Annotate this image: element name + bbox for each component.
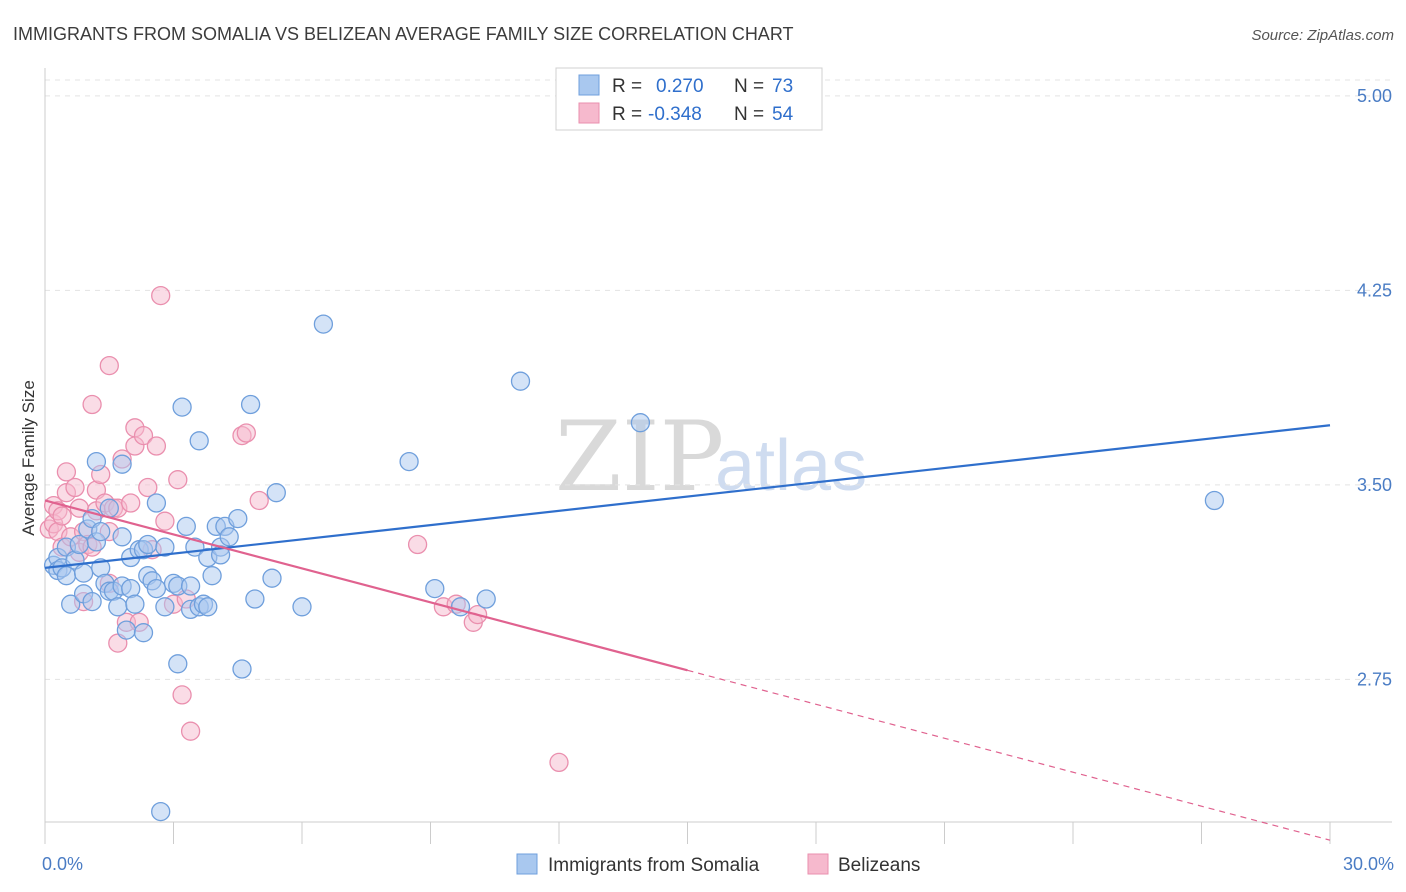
bottom-legend-swatch-somalia bbox=[516, 853, 538, 875]
somalia-point bbox=[133, 623, 154, 643]
axes bbox=[44, 68, 1392, 844]
stats-legend: R = 0.270 N = 73 R = -0.348 N = 54 bbox=[555, 67, 823, 131]
belizean-point bbox=[133, 425, 154, 446]
chart-source: Source: ZipAtlas.com bbox=[1251, 27, 1394, 44]
somalia-point bbox=[172, 397, 192, 417]
data-points bbox=[39, 285, 1225, 822]
bottom-legend-label-belizeans: Belizeans bbox=[838, 855, 920, 876]
somalia-point bbox=[313, 314, 334, 334]
somalia-point bbox=[232, 659, 252, 679]
y-axis-label: Average Family Size bbox=[19, 380, 38, 536]
legend-r-label-2: R = bbox=[612, 104, 642, 125]
bottom-legend-label-somalia: Immigrants from Somalia bbox=[548, 855, 760, 876]
trend-line-belizeans bbox=[44, 499, 688, 672]
somalia-point bbox=[108, 597, 128, 617]
somalia-point bbox=[116, 620, 137, 640]
belizean-point bbox=[155, 511, 175, 531]
somalia-point bbox=[266, 483, 286, 503]
somalia-point bbox=[176, 516, 196, 537]
somalia-point bbox=[61, 594, 81, 614]
belizean-point bbox=[138, 477, 158, 498]
somalia-point bbox=[399, 451, 419, 472]
somalia-point bbox=[125, 594, 145, 614]
grid bbox=[45, 79, 1392, 680]
somalia-point bbox=[198, 597, 218, 617]
legend-n-value-1: 73 bbox=[772, 76, 793, 97]
somalia-point bbox=[262, 568, 282, 588]
somalia-point bbox=[245, 589, 265, 609]
y-tick-label: 5.00 bbox=[1357, 86, 1392, 106]
somalia-point bbox=[630, 413, 651, 433]
somalia-point bbox=[510, 371, 531, 391]
x-tick-label-min: 0.0% bbox=[42, 854, 83, 874]
somalia-point bbox=[168, 654, 188, 674]
somalia-point bbox=[112, 527, 132, 547]
somalia-point bbox=[155, 537, 175, 557]
y-tick-labels: 5.00 4.25 3.50 2.75 bbox=[1357, 86, 1392, 689]
legend-r-value-1: 0.270 bbox=[656, 76, 704, 97]
y-tick-label: 2.75 bbox=[1357, 669, 1392, 689]
trend-line-belizeans-extrapolated bbox=[687, 669, 1331, 841]
belizean-point bbox=[249, 490, 269, 511]
somalia-point bbox=[86, 451, 107, 472]
legend-swatch-belizeans bbox=[578, 102, 600, 124]
somalia-point bbox=[82, 591, 102, 612]
somalia-point bbox=[240, 394, 261, 415]
somalia-point bbox=[1204, 490, 1225, 511]
trend-line-somalia bbox=[44, 424, 1331, 569]
belizean-point bbox=[151, 285, 171, 306]
belizean-point bbox=[168, 470, 188, 490]
watermark-atlas: atlas bbox=[715, 426, 867, 506]
somalia-point bbox=[155, 597, 175, 617]
x-tick-label-max: 30.0% bbox=[1343, 854, 1394, 874]
trend-lines bbox=[44, 424, 1331, 841]
legend-swatch-somalia bbox=[578, 74, 600, 96]
somalia-point bbox=[180, 576, 201, 596]
belizean-point bbox=[236, 423, 256, 443]
somalia-point bbox=[425, 578, 445, 599]
belizean-point bbox=[99, 355, 119, 376]
legend-r-label-1: R = bbox=[612, 76, 642, 97]
somalia-point bbox=[146, 493, 167, 513]
somalia-point bbox=[219, 527, 239, 547]
somalia-point bbox=[138, 534, 158, 555]
belizean-point bbox=[52, 506, 72, 526]
somalia-point bbox=[91, 521, 111, 542]
stats-legend-box bbox=[555, 67, 823, 131]
legend-n-value-2: 54 bbox=[772, 104, 794, 125]
legend-r-value-2: -0.348 bbox=[648, 104, 702, 125]
somalia-point bbox=[189, 431, 209, 451]
somalia-point bbox=[151, 801, 171, 822]
somalia-point bbox=[73, 563, 94, 583]
y-tick-label: 4.25 bbox=[1357, 280, 1392, 300]
somalia-point bbox=[202, 566, 222, 586]
belizean-point bbox=[180, 721, 201, 741]
belizean-point bbox=[549, 752, 569, 773]
somalia-point bbox=[99, 498, 119, 518]
somalia-point bbox=[450, 597, 471, 617]
somalia-point bbox=[476, 589, 496, 609]
belizean-point bbox=[82, 394, 102, 415]
belizean-point bbox=[56, 462, 77, 482]
chart-title: IMMIGRANTS FROM SOMALIA VS BELIZEAN AVER… bbox=[13, 24, 794, 44]
somalia-point bbox=[228, 508, 248, 529]
belizean-point bbox=[121, 493, 141, 513]
somalia-point bbox=[146, 578, 167, 599]
somalia-point bbox=[112, 454, 132, 474]
bottom-legend-swatch-belizeans bbox=[807, 853, 829, 875]
y-tick-label: 3.50 bbox=[1357, 475, 1392, 495]
belizean-point bbox=[65, 477, 85, 498]
belizean-point bbox=[172, 685, 192, 705]
series-legend: Immigrants from Somalia Belizeans bbox=[516, 853, 920, 876]
belizean-point bbox=[146, 436, 167, 456]
somalia-point bbox=[292, 597, 312, 617]
legend-n-label-2: N = bbox=[734, 104, 764, 125]
belizean-point bbox=[407, 534, 428, 555]
legend-n-label-1: N = bbox=[734, 76, 764, 97]
